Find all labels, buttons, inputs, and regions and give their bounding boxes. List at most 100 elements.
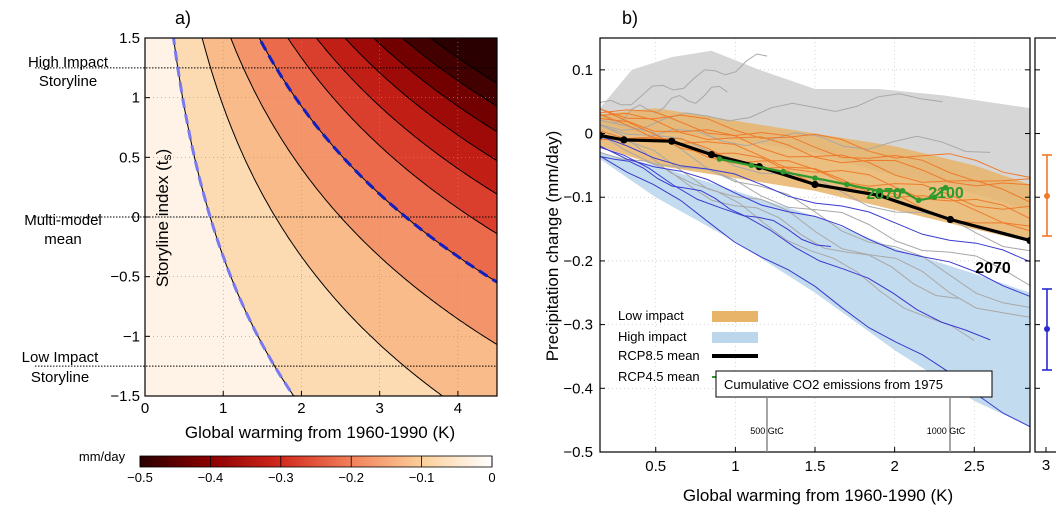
legend-label-low-impact: Low impact bbox=[618, 308, 684, 323]
model-line bbox=[600, 146, 991, 341]
contour-line bbox=[344, 38, 497, 162]
rcp45-mean-point bbox=[942, 184, 949, 191]
panel-a-contour-fills bbox=[145, 38, 497, 396]
x-tick-label: 0.5 bbox=[645, 458, 666, 475]
annotation-multi-model: Multi-model bbox=[24, 212, 102, 229]
colorbar-tick-label: −0.5 bbox=[127, 470, 153, 485]
rcp45-mean-point bbox=[844, 181, 850, 188]
rcp85-mean-point bbox=[620, 136, 628, 144]
y-tick-label: 0.1 bbox=[572, 62, 593, 79]
model-line bbox=[600, 108, 1030, 178]
y-tick-label: −0.5 bbox=[110, 269, 140, 286]
annotation-mean: mean bbox=[44, 231, 82, 248]
rcp85-mean-point bbox=[875, 191, 883, 199]
colorbar-unit: mm/day bbox=[79, 449, 126, 464]
rcp45-mean-point bbox=[748, 162, 755, 169]
panel-c-ticks bbox=[1035, 69, 1047, 453]
panel-a-label: a) bbox=[175, 8, 191, 28]
contour-line bbox=[258, 38, 497, 283]
x-tick-label: 2 bbox=[890, 458, 898, 475]
y-tick-label: 0.5 bbox=[119, 149, 140, 166]
legend-swatch-low-impact bbox=[712, 311, 758, 322]
annotation-low-impact-storyline: Storyline bbox=[31, 369, 89, 386]
model-line bbox=[600, 128, 991, 153]
model-line bbox=[600, 135, 1030, 263]
model-line bbox=[600, 108, 1030, 203]
model-line bbox=[600, 93, 943, 131]
contour-line bbox=[201, 38, 444, 396]
label-rcp45-2100: 2100 bbox=[928, 185, 964, 202]
y-tick-label: 1.5 bbox=[119, 30, 140, 47]
colorbar-tick-label: −0.4 bbox=[198, 470, 224, 485]
annotation-high-impact-storyline: Storyline bbox=[39, 73, 97, 90]
rcp85-mean-point bbox=[811, 180, 819, 189]
colorbar-tick-label: 0 bbox=[488, 470, 495, 485]
contour-line bbox=[173, 38, 295, 396]
panel-b-mean-lines bbox=[600, 131, 1030, 245]
label-rcp45-2070: 2070 bbox=[866, 186, 902, 203]
legend-label-rcp85: RCP8.5 mean bbox=[618, 348, 700, 363]
rcp85-mean-point bbox=[946, 215, 954, 224]
co2-box-label: Cumulative CO2 emissions from 1975 bbox=[724, 377, 943, 392]
x-tick-label: 0 bbox=[141, 400, 149, 417]
model-line bbox=[600, 85, 728, 124]
contour-line bbox=[401, 38, 497, 107]
y-tick-label: −0.1 bbox=[563, 189, 593, 206]
y-tick-label: −0.5 bbox=[563, 444, 593, 461]
co2-tick-label-1000: 1000 GtC bbox=[927, 426, 966, 436]
x-tick-label: 2.5 bbox=[964, 458, 985, 475]
contour-band-fill bbox=[430, 38, 497, 84]
y-tick-label: −0.2 bbox=[563, 253, 593, 270]
model-line bbox=[600, 109, 1030, 182]
rcp45-mean-point bbox=[931, 194, 938, 201]
rcp85-mean-point bbox=[707, 150, 716, 159]
colorbar bbox=[139, 455, 493, 468]
rcp45-mean-point bbox=[915, 197, 922, 204]
y-tick-label: 0 bbox=[132, 209, 140, 226]
x-tick-label: 4 bbox=[454, 400, 462, 417]
rcp85-mean-point bbox=[668, 137, 676, 145]
x-tick-label: 3 bbox=[375, 400, 383, 417]
colorbar-ticks: −0.5 −0.4 −0.3 −0.2 −0.1 0 bbox=[127, 456, 496, 485]
panel-a-xlabel: Global warming from 1960-1990 (K) bbox=[185, 423, 455, 442]
y-tick-label: −1 bbox=[123, 328, 140, 345]
legend-swatch-high-impact bbox=[712, 332, 758, 343]
y-tick-label: −0.4 bbox=[563, 380, 593, 397]
y-tick-label: 1 bbox=[132, 90, 140, 107]
panel-a: a) 0 1 2 3 4 −1.5 −1 −0.5 0 0.5 1 1.5 Storyline ind… bbox=[22, 8, 498, 485]
model-line bbox=[600, 145, 1030, 297]
y-tick-label: −0.3 bbox=[563, 317, 593, 334]
y-tick-label: −1.5 bbox=[110, 388, 140, 405]
model-line bbox=[600, 156, 831, 247]
x-tick-label: 1 bbox=[219, 400, 227, 417]
panel-a-ticks: 0 1 2 3 4 −1.5 −1 −0.5 0 0.5 1 1.5 bbox=[110, 30, 462, 417]
panel-a-storyline-lines bbox=[35, 67, 497, 367]
colorbar-tick-label: −0.3 bbox=[268, 470, 294, 485]
model-line bbox=[600, 112, 1030, 187]
panel-c-xtick-label: 3 bbox=[1042, 457, 1050, 474]
contour-line bbox=[287, 38, 497, 235]
panel-b-ylabel: Precipitation change (mm/day) bbox=[543, 131, 562, 362]
rcp45-mean-point bbox=[875, 188, 882, 194]
panel-b-xlabel: Global warming from 1960-1990 (K) bbox=[683, 486, 953, 505]
panel-c-blue-point bbox=[1044, 326, 1050, 332]
label-rcp85-2070: 2070 bbox=[975, 260, 1011, 277]
panel-b: b) 0.5 1 1.5 2 2.5 −0.5 −0.4 −0.3 −0.2 −0.1 0 0.1 2… bbox=[543, 8, 1031, 505]
rcp45-mean-point bbox=[899, 188, 906, 194]
model-line bbox=[600, 124, 975, 341]
panel-a-ylabel: Storyline index (ts) bbox=[153, 149, 174, 287]
contour-line bbox=[372, 38, 497, 133]
panel-b-label: b) bbox=[622, 8, 638, 28]
annotation-high-impact: High Impact bbox=[28, 54, 109, 71]
co2-tick-label-500: 500 GtC bbox=[750, 426, 784, 436]
contour-line bbox=[429, 38, 497, 84]
legend-label-rcp45: RCP4.5 mean bbox=[618, 369, 700, 384]
model-line bbox=[600, 134, 1030, 286]
panel-a-contour-lines bbox=[173, 38, 497, 396]
co2-box bbox=[715, 370, 993, 398]
model-line bbox=[600, 53, 768, 106]
panel-c: 3 bbox=[1034, 37, 1056, 474]
rcp85-mean-point bbox=[1026, 236, 1030, 245]
panel-b-ticks: 0.5 1 1.5 2 2.5 −0.5 −0.4 −0.3 −0.2 −0.1 0 0.1 bbox=[563, 62, 1030, 475]
y-tick-label: 0 bbox=[585, 126, 593, 143]
